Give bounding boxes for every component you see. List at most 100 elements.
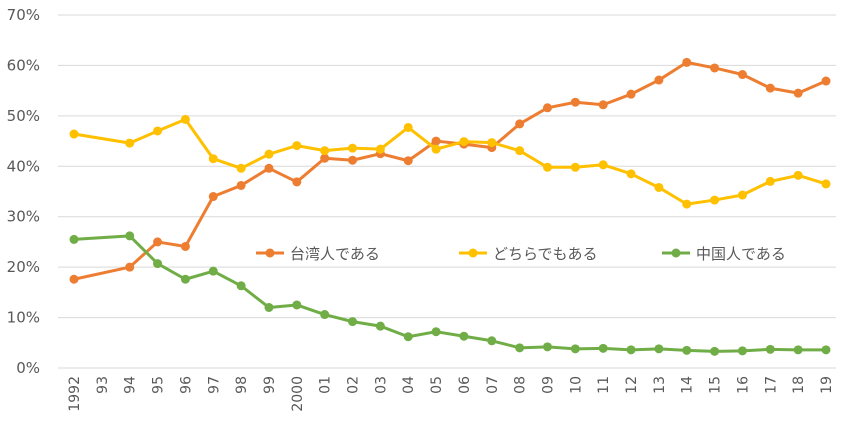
y-tick-label: 20% xyxy=(7,258,40,276)
data-point xyxy=(403,122,413,132)
data-point xyxy=(264,163,274,173)
data-point xyxy=(403,332,413,342)
data-point xyxy=(264,149,274,159)
data-point xyxy=(180,241,190,251)
x-tick-label: 13 xyxy=(652,376,668,394)
data-point xyxy=(69,274,79,284)
x-tick-label: 18 xyxy=(791,376,807,394)
x-tick-label: 14 xyxy=(680,376,696,394)
data-point xyxy=(598,343,608,353)
data-point xyxy=(348,317,358,327)
data-point xyxy=(710,63,720,73)
data-point xyxy=(292,300,302,310)
data-point xyxy=(654,75,664,85)
data-point xyxy=(153,126,163,136)
data-point xyxy=(515,119,525,129)
x-tick-label: 94 xyxy=(123,376,139,394)
x-tick-label: 06 xyxy=(457,376,473,394)
data-point xyxy=(125,138,135,148)
data-point xyxy=(765,176,775,186)
data-point xyxy=(737,70,747,80)
data-point xyxy=(626,89,636,99)
data-point xyxy=(737,346,747,356)
data-point xyxy=(208,266,218,276)
x-tick-label: 99 xyxy=(262,376,278,394)
data-point xyxy=(515,146,525,156)
data-point xyxy=(793,170,803,180)
x-tick-label: 19 xyxy=(819,376,835,394)
x-tick-label: 10 xyxy=(568,376,584,394)
y-tick-label: 70% xyxy=(7,6,40,24)
data-point xyxy=(236,163,246,173)
data-point xyxy=(570,162,580,172)
x-tick-label: 95 xyxy=(151,376,167,394)
legend-item: 中国人である xyxy=(662,245,786,263)
x-tick-label: 05 xyxy=(429,376,445,394)
legend-item: 台湾人である xyxy=(256,245,380,263)
data-point xyxy=(348,143,358,153)
data-point xyxy=(431,136,441,146)
x-tick-label: 16 xyxy=(735,376,751,394)
series-lines xyxy=(69,57,831,356)
data-point xyxy=(431,144,441,154)
data-point xyxy=(348,155,358,165)
data-point xyxy=(236,281,246,291)
series-3 xyxy=(69,231,831,356)
data-point xyxy=(459,331,469,341)
legend-label: どちらでもある xyxy=(493,245,598,263)
data-point xyxy=(598,100,608,110)
data-point xyxy=(208,192,218,202)
data-point xyxy=(375,321,385,331)
legend-marker xyxy=(468,248,478,258)
legend-label: 中国人である xyxy=(696,245,786,263)
x-tick-label: 17 xyxy=(763,376,779,394)
x-tick-label: 12 xyxy=(624,376,640,394)
data-point xyxy=(821,76,831,86)
y-tick-label: 50% xyxy=(7,107,40,125)
data-point xyxy=(710,195,720,205)
data-point xyxy=(654,344,664,354)
x-tick-label: 98 xyxy=(234,376,250,394)
x-tick-label: 03 xyxy=(373,376,389,394)
x-tick-label: 02 xyxy=(346,376,362,394)
data-point xyxy=(320,153,330,163)
legend-item: どちらでもある xyxy=(459,245,598,263)
data-point xyxy=(292,141,302,151)
data-point xyxy=(821,179,831,189)
data-point xyxy=(682,199,692,209)
data-point xyxy=(236,180,246,190)
series-2 xyxy=(69,114,831,209)
legend-marker xyxy=(671,248,681,258)
data-point xyxy=(180,274,190,284)
data-point xyxy=(737,190,747,200)
data-point xyxy=(542,103,552,113)
legend-marker xyxy=(265,248,275,258)
x-tick-label: 93 xyxy=(95,376,111,394)
x-tick-label: 04 xyxy=(401,376,417,394)
data-point xyxy=(626,345,636,355)
data-point xyxy=(793,345,803,355)
x-tick-label: 1992 xyxy=(67,376,83,412)
data-point xyxy=(570,97,580,107)
data-point xyxy=(821,345,831,355)
data-point xyxy=(515,343,525,353)
data-point xyxy=(180,114,190,124)
y-tick-label: 40% xyxy=(7,157,40,175)
data-point xyxy=(69,129,79,139)
data-point xyxy=(153,237,163,247)
data-point xyxy=(765,83,775,93)
data-point xyxy=(682,57,692,67)
data-point xyxy=(320,310,330,320)
x-tick-label: 08 xyxy=(513,376,529,394)
data-point xyxy=(682,345,692,355)
data-point xyxy=(208,154,218,164)
data-point xyxy=(765,344,775,354)
data-point xyxy=(542,162,552,172)
data-point xyxy=(570,344,580,354)
x-tick-label: 01 xyxy=(318,376,334,394)
data-point xyxy=(125,231,135,241)
data-point xyxy=(264,302,274,312)
data-point xyxy=(292,177,302,187)
series-line xyxy=(72,117,828,206)
